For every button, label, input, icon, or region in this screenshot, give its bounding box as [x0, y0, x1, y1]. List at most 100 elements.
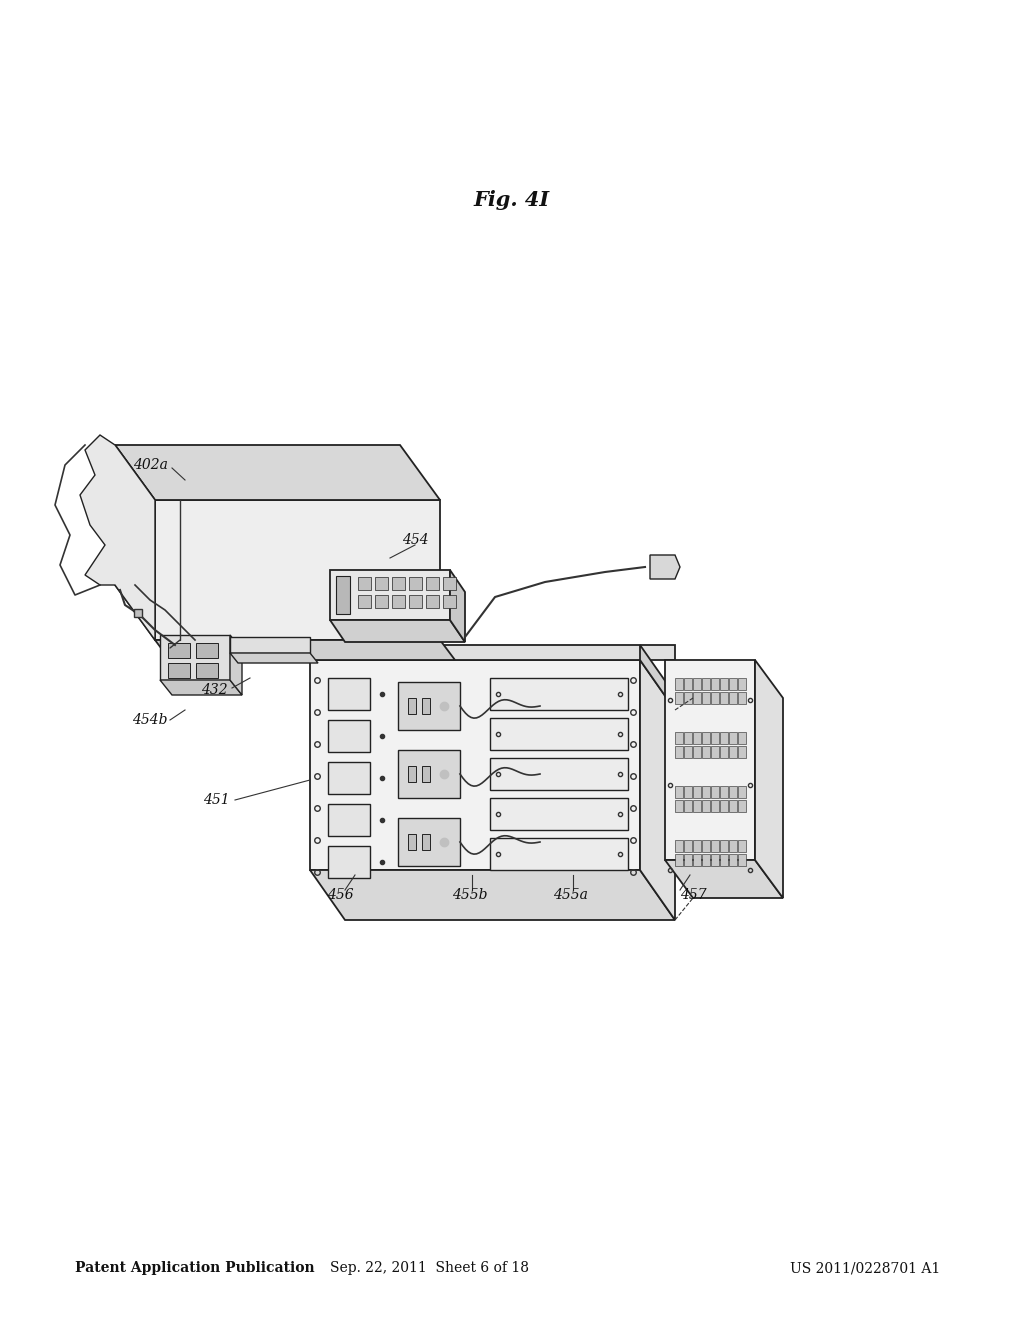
Polygon shape [702, 733, 710, 744]
Polygon shape [738, 678, 746, 690]
Polygon shape [675, 678, 683, 690]
Polygon shape [650, 554, 680, 579]
Polygon shape [729, 692, 737, 704]
Polygon shape [720, 746, 728, 758]
Polygon shape [155, 500, 440, 640]
Polygon shape [684, 785, 692, 799]
Polygon shape [675, 854, 683, 866]
Polygon shape [665, 660, 755, 861]
Polygon shape [675, 800, 683, 812]
Polygon shape [375, 595, 388, 609]
Polygon shape [310, 660, 640, 870]
Polygon shape [684, 840, 692, 851]
Polygon shape [443, 577, 456, 590]
Polygon shape [230, 653, 318, 663]
Polygon shape [693, 800, 701, 812]
Polygon shape [675, 785, 683, 799]
Polygon shape [755, 660, 783, 898]
Polygon shape [155, 640, 455, 660]
Polygon shape [729, 854, 737, 866]
Text: 432: 432 [202, 682, 228, 697]
Polygon shape [328, 846, 370, 878]
Polygon shape [729, 840, 737, 851]
Polygon shape [675, 733, 683, 744]
Polygon shape [720, 800, 728, 812]
Polygon shape [358, 577, 371, 590]
Polygon shape [640, 660, 675, 920]
Polygon shape [196, 643, 218, 657]
Text: 455b: 455b [453, 888, 487, 902]
Polygon shape [168, 643, 190, 657]
Polygon shape [729, 746, 737, 758]
Polygon shape [729, 785, 737, 799]
Polygon shape [720, 854, 728, 866]
Text: Fig. 4I: Fig. 4I [474, 190, 550, 210]
Polygon shape [693, 746, 701, 758]
Text: 454: 454 [401, 533, 428, 546]
Polygon shape [729, 800, 737, 812]
Polygon shape [375, 577, 388, 590]
Polygon shape [702, 854, 710, 866]
Polygon shape [115, 445, 155, 640]
Polygon shape [711, 733, 719, 744]
Polygon shape [738, 746, 746, 758]
Polygon shape [738, 733, 746, 744]
Text: 402a: 402a [133, 458, 168, 473]
Polygon shape [443, 595, 456, 609]
Polygon shape [702, 840, 710, 851]
Polygon shape [711, 840, 719, 851]
Polygon shape [450, 570, 465, 642]
Polygon shape [328, 804, 370, 836]
Polygon shape [392, 595, 406, 609]
Polygon shape [675, 746, 683, 758]
Polygon shape [693, 733, 701, 744]
Polygon shape [398, 682, 460, 730]
Polygon shape [490, 799, 628, 830]
Polygon shape [328, 762, 370, 795]
Polygon shape [693, 678, 701, 690]
Text: US 2011/0228701 A1: US 2011/0228701 A1 [790, 1261, 940, 1275]
Polygon shape [408, 766, 416, 781]
Polygon shape [230, 638, 310, 653]
Polygon shape [684, 854, 692, 866]
Polygon shape [702, 692, 710, 704]
Polygon shape [409, 577, 422, 590]
Polygon shape [310, 870, 675, 920]
Polygon shape [720, 678, 728, 690]
Polygon shape [160, 635, 230, 680]
Polygon shape [336, 576, 350, 614]
Text: 457: 457 [680, 888, 707, 902]
Polygon shape [711, 692, 719, 704]
Polygon shape [702, 785, 710, 799]
Polygon shape [702, 800, 710, 812]
Polygon shape [665, 861, 783, 898]
Polygon shape [330, 570, 450, 620]
Polygon shape [738, 840, 746, 851]
Polygon shape [328, 678, 370, 710]
Polygon shape [684, 733, 692, 744]
Polygon shape [330, 620, 465, 642]
Polygon shape [702, 746, 710, 758]
Polygon shape [328, 719, 370, 752]
Polygon shape [684, 746, 692, 758]
Polygon shape [675, 840, 683, 851]
Polygon shape [720, 840, 728, 851]
Polygon shape [115, 445, 440, 500]
Text: 455a: 455a [553, 888, 588, 902]
Polygon shape [711, 854, 719, 866]
Text: Sep. 22, 2011  Sheet 6 of 18: Sep. 22, 2011 Sheet 6 of 18 [331, 1261, 529, 1275]
Text: 454b: 454b [132, 713, 168, 727]
Polygon shape [738, 692, 746, 704]
Polygon shape [720, 733, 728, 744]
Polygon shape [693, 854, 701, 866]
Polygon shape [490, 838, 628, 870]
Polygon shape [720, 692, 728, 704]
Polygon shape [490, 678, 628, 710]
Polygon shape [310, 645, 675, 660]
Polygon shape [729, 733, 737, 744]
Polygon shape [422, 698, 430, 714]
Polygon shape [711, 678, 719, 690]
Polygon shape [422, 766, 430, 781]
Polygon shape [80, 436, 155, 640]
Text: 451: 451 [204, 793, 230, 807]
